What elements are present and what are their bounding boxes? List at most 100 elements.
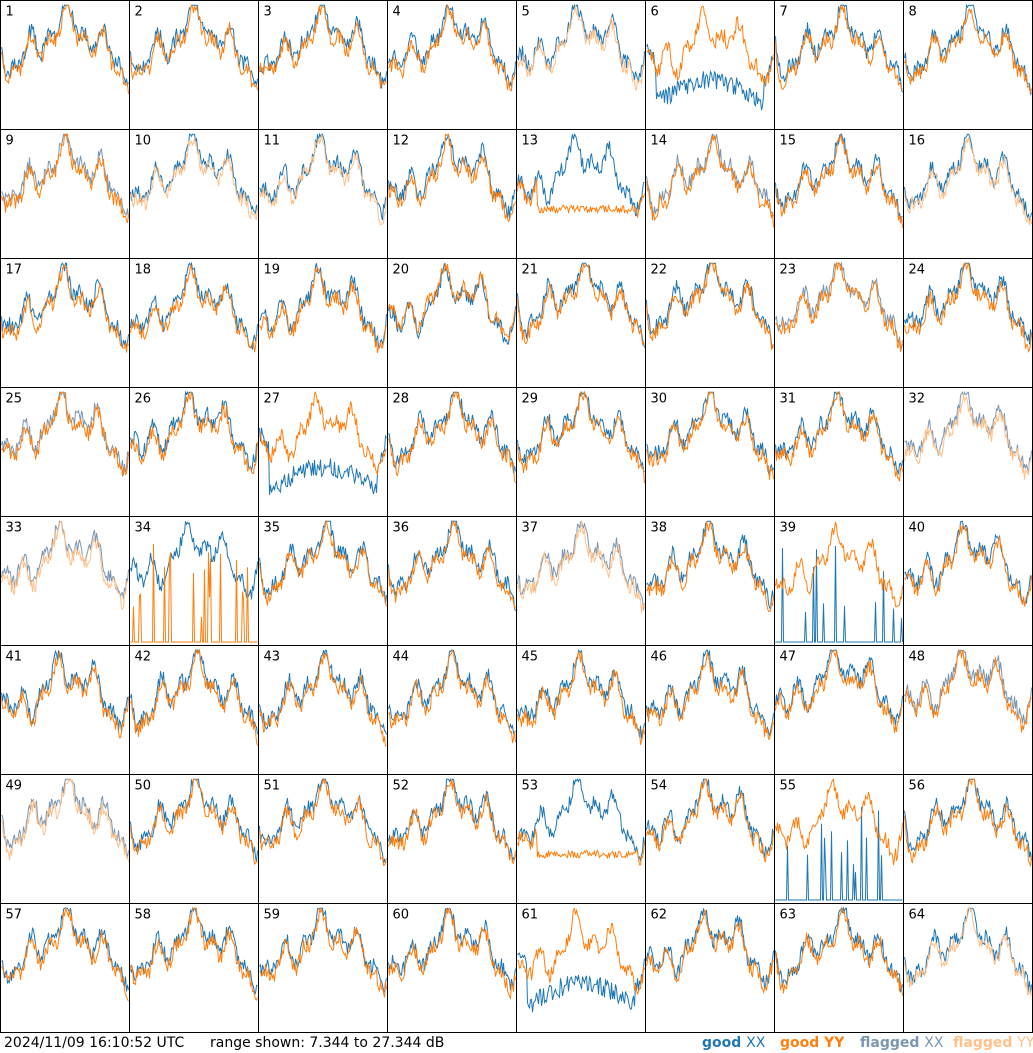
panel-label: 36	[393, 521, 410, 536]
panel-label: 43	[264, 650, 281, 665]
series-yy-line	[517, 907, 645, 996]
panel-label: 17	[6, 263, 23, 278]
series-yy-line	[775, 907, 903, 996]
panel-label: 57	[6, 908, 23, 923]
panel-label: 10	[135, 134, 152, 149]
series-yy-line	[259, 908, 387, 998]
series-yy-line	[517, 263, 645, 347]
series-yy-line	[904, 137, 1032, 226]
series-yy-line	[259, 391, 387, 476]
panel-label: 14	[651, 134, 668, 149]
panel-49: 49	[0, 774, 130, 904]
panel-18: 18	[129, 258, 259, 388]
panel-label: 28	[393, 392, 410, 407]
panel-16: 16	[903, 129, 1033, 259]
series-yy-line	[646, 652, 774, 740]
panel-29: 29	[516, 387, 646, 517]
panel-label: 35	[264, 521, 281, 536]
panel-53: 53	[516, 774, 646, 904]
panel-37: 37	[516, 516, 646, 646]
panel-frame	[387, 516, 517, 646]
panel-44: 44	[387, 645, 517, 775]
panel-24: 24	[903, 258, 1033, 388]
panel-23: 23	[774, 258, 904, 388]
panel-label: 20	[393, 263, 410, 278]
series-yy-line	[388, 3, 516, 92]
panel-17: 17	[0, 258, 130, 388]
panel-63: 63	[774, 903, 904, 1033]
panel-label: 6	[651, 5, 659, 20]
series-yy-line	[388, 391, 516, 483]
footer-bar: 2024/11/09 16:10:52 UTC range shown: 7.3…	[0, 1033, 1033, 1053]
panel-51: 51	[258, 774, 388, 904]
panel-label: 26	[135, 392, 152, 407]
panel-1: 1	[0, 0, 130, 130]
panel-43: 43	[258, 645, 388, 775]
panel-label: 32	[909, 392, 926, 407]
series-yy-line	[775, 778, 903, 866]
panel-30: 30	[645, 387, 775, 517]
panel-frame	[645, 258, 775, 388]
series-yy-line	[130, 648, 258, 746]
series-yy-line	[775, 134, 903, 228]
series-yy-line	[517, 178, 645, 218]
series-yy-line	[646, 778, 774, 863]
series-xx-line	[259, 4, 387, 89]
legend-good-yy-prefix: good	[780, 1035, 820, 1051]
panel-frame	[0, 903, 130, 1033]
panel-label: 52	[393, 779, 410, 794]
series-xx-line	[517, 391, 645, 473]
panel-frame	[129, 903, 259, 1033]
series-xx-line	[775, 391, 903, 475]
series-xx-line	[130, 390, 258, 471]
panel-frame	[129, 645, 259, 775]
panel-7: 7	[774, 0, 904, 130]
series-xx-line	[388, 4, 516, 87]
panel-label: 15	[780, 134, 797, 149]
series-yy-line	[904, 777, 1032, 867]
panel-label: 29	[522, 392, 539, 407]
panel-label: 16	[909, 134, 926, 149]
legend-good-xx-prefix: good	[702, 1035, 742, 1051]
series-yy-line	[775, 391, 903, 482]
panel-38: 38	[645, 516, 775, 646]
series-yy-line	[259, 265, 387, 353]
panel-label: 39	[780, 521, 797, 536]
series-yy-line	[259, 134, 387, 226]
panel-13: 13	[516, 129, 646, 259]
legend-flagged-xx-prefix: flagged	[860, 1035, 920, 1051]
series-xx-line	[517, 133, 645, 217]
panel-61: 61	[516, 903, 646, 1033]
panel-frame	[516, 645, 646, 775]
series-yy-line	[388, 263, 516, 342]
panel-frame	[516, 258, 646, 388]
panel-32: 32	[903, 387, 1033, 517]
series-yy-line	[259, 652, 387, 747]
panel-label: 55	[780, 779, 797, 794]
panel-label: 12	[393, 134, 410, 149]
series-yy-line	[388, 519, 516, 609]
panel-label: 24	[909, 263, 926, 278]
series-xx-line	[517, 3, 645, 84]
panel-label: 47	[780, 650, 797, 665]
series-yy-line	[1, 133, 129, 224]
series-xx-line	[646, 133, 774, 217]
panel-55: 55	[774, 774, 904, 904]
panel-label: 2	[135, 5, 143, 20]
panel-8: 8	[903, 0, 1033, 130]
panel-42: 42	[129, 645, 259, 775]
panel-39: 39	[774, 516, 904, 646]
panel-label: 19	[264, 263, 281, 278]
series-xx-line	[775, 545, 903, 643]
series-yy-line	[1, 264, 129, 353]
panel-label: 33	[6, 521, 23, 536]
panel-34: 34	[129, 516, 259, 646]
panel-label: 1	[6, 5, 14, 20]
panel-27: 27	[258, 387, 388, 517]
series-yy-line	[388, 908, 516, 1001]
series-yy-line	[904, 393, 1032, 480]
panel-label: 49	[6, 779, 23, 794]
panel-48: 48	[903, 645, 1033, 775]
series-yy-line	[1, 391, 129, 477]
